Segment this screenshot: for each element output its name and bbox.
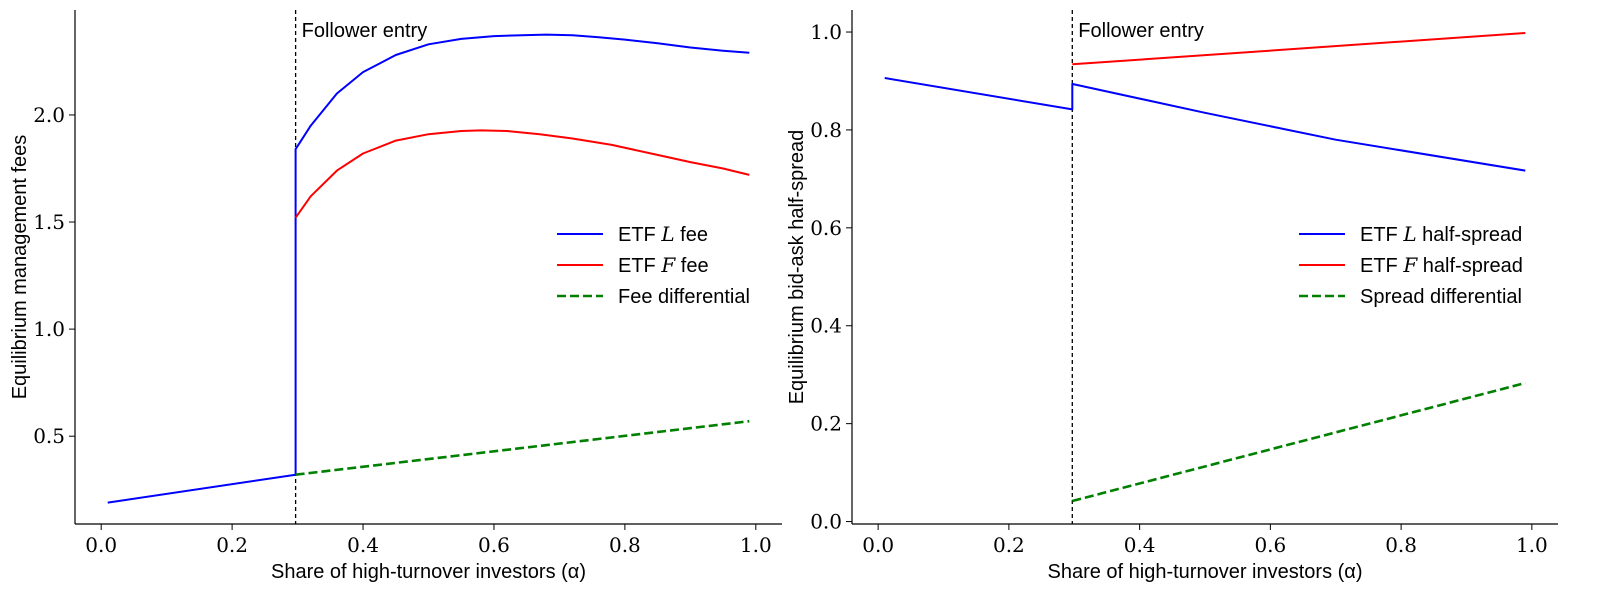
- y-tick-label: 0.5: [33, 424, 65, 448]
- legend-label: ETF L half-spread: [1360, 222, 1522, 246]
- y-tick-label: 2.0: [33, 103, 65, 127]
- legend-label-math: F: [1402, 253, 1418, 277]
- y-tick-label: 0.8: [810, 118, 842, 142]
- y-tick-label: 0.6: [810, 216, 842, 240]
- legend-label: Spread differential: [1360, 286, 1522, 308]
- y-axis-label: Equilibrium management fees: [9, 135, 31, 400]
- series-line: [294, 129, 750, 219]
- x-tick-label: 0.4: [347, 533, 379, 557]
- legend-label-text: ETF: [618, 255, 661, 277]
- x-tick-label: 0.8: [609, 533, 641, 557]
- y-axis-label: Equilibrium bid-ask half-spread: [786, 130, 808, 405]
- x-tick-label: 0.6: [478, 533, 510, 557]
- series-line: [295, 419, 750, 476]
- follower-entry-annotation: Follower entry: [1078, 20, 1204, 42]
- x-axis-label: Share of high-turnover investors (α): [1047, 561, 1362, 583]
- legend-label-text: fee: [675, 255, 708, 277]
- legend-label-text: Fee differential: [618, 286, 750, 308]
- legend-label: ETF F half-spread: [1360, 253, 1523, 277]
- x-tick-label: 1.0: [740, 533, 772, 557]
- legend-label-math: L: [1402, 222, 1416, 246]
- legend-label-math: L: [660, 222, 674, 246]
- y-tick-label: 1.5: [33, 210, 65, 234]
- fees-chart-panel: 0.0 0.2 0.4 0.6 0.8 1.0 0.5 1.0 1.5 2.0 Share of h…: [9, 10, 782, 583]
- spread-chart-panel: 0.0 0.2 0.4 0.6 0.8 1.0 0.0 0.2 0.4 0.6 0.8 1.0 Shar…: [786, 10, 1558, 583]
- legend-label-text: Spread differential: [1360, 286, 1522, 308]
- legend-label-text: ETF: [1360, 224, 1403, 246]
- x-tick-label: 0.2: [993, 533, 1025, 557]
- x-tick-label: 0.0: [85, 533, 117, 557]
- legend-label-text: half-spread: [1417, 224, 1523, 246]
- series-line: [884, 77, 1526, 172]
- series-line: [1072, 32, 1526, 66]
- legend-label-math: F: [660, 253, 676, 277]
- legend-label-text: ETF: [1360, 255, 1403, 277]
- x-tick-label: 0.2: [216, 533, 248, 557]
- x-tick-label: 0.0: [862, 533, 894, 557]
- y-tick-label: 0.2: [810, 412, 842, 436]
- y-tick-label: 0.4: [810, 314, 842, 338]
- legend-label: ETF F fee: [618, 253, 709, 277]
- x-tick-label: 0.4: [1124, 533, 1156, 557]
- y-tick-label: 1.0: [33, 317, 65, 341]
- x-tick-label: 1.0: [1516, 533, 1548, 557]
- legend-label-text: ETF: [618, 224, 661, 246]
- y-tick-label: 0.0: [810, 510, 842, 534]
- x-tick-label: 0.8: [1385, 533, 1417, 557]
- legend-label-text: fee: [675, 224, 708, 246]
- x-tick-label: 0.6: [1254, 533, 1286, 557]
- x-axis-label: Share of high-turnover investors (α): [271, 561, 586, 583]
- legend-label: ETF L fee: [618, 222, 708, 246]
- series-line: [1071, 381, 1526, 503]
- legend-label: Fee differential: [618, 286, 750, 308]
- legend-label-text: half-spread: [1417, 255, 1523, 277]
- series-line: [107, 33, 750, 504]
- follower-entry-annotation: Follower entry: [302, 20, 428, 42]
- y-tick-label: 1.0: [810, 20, 842, 44]
